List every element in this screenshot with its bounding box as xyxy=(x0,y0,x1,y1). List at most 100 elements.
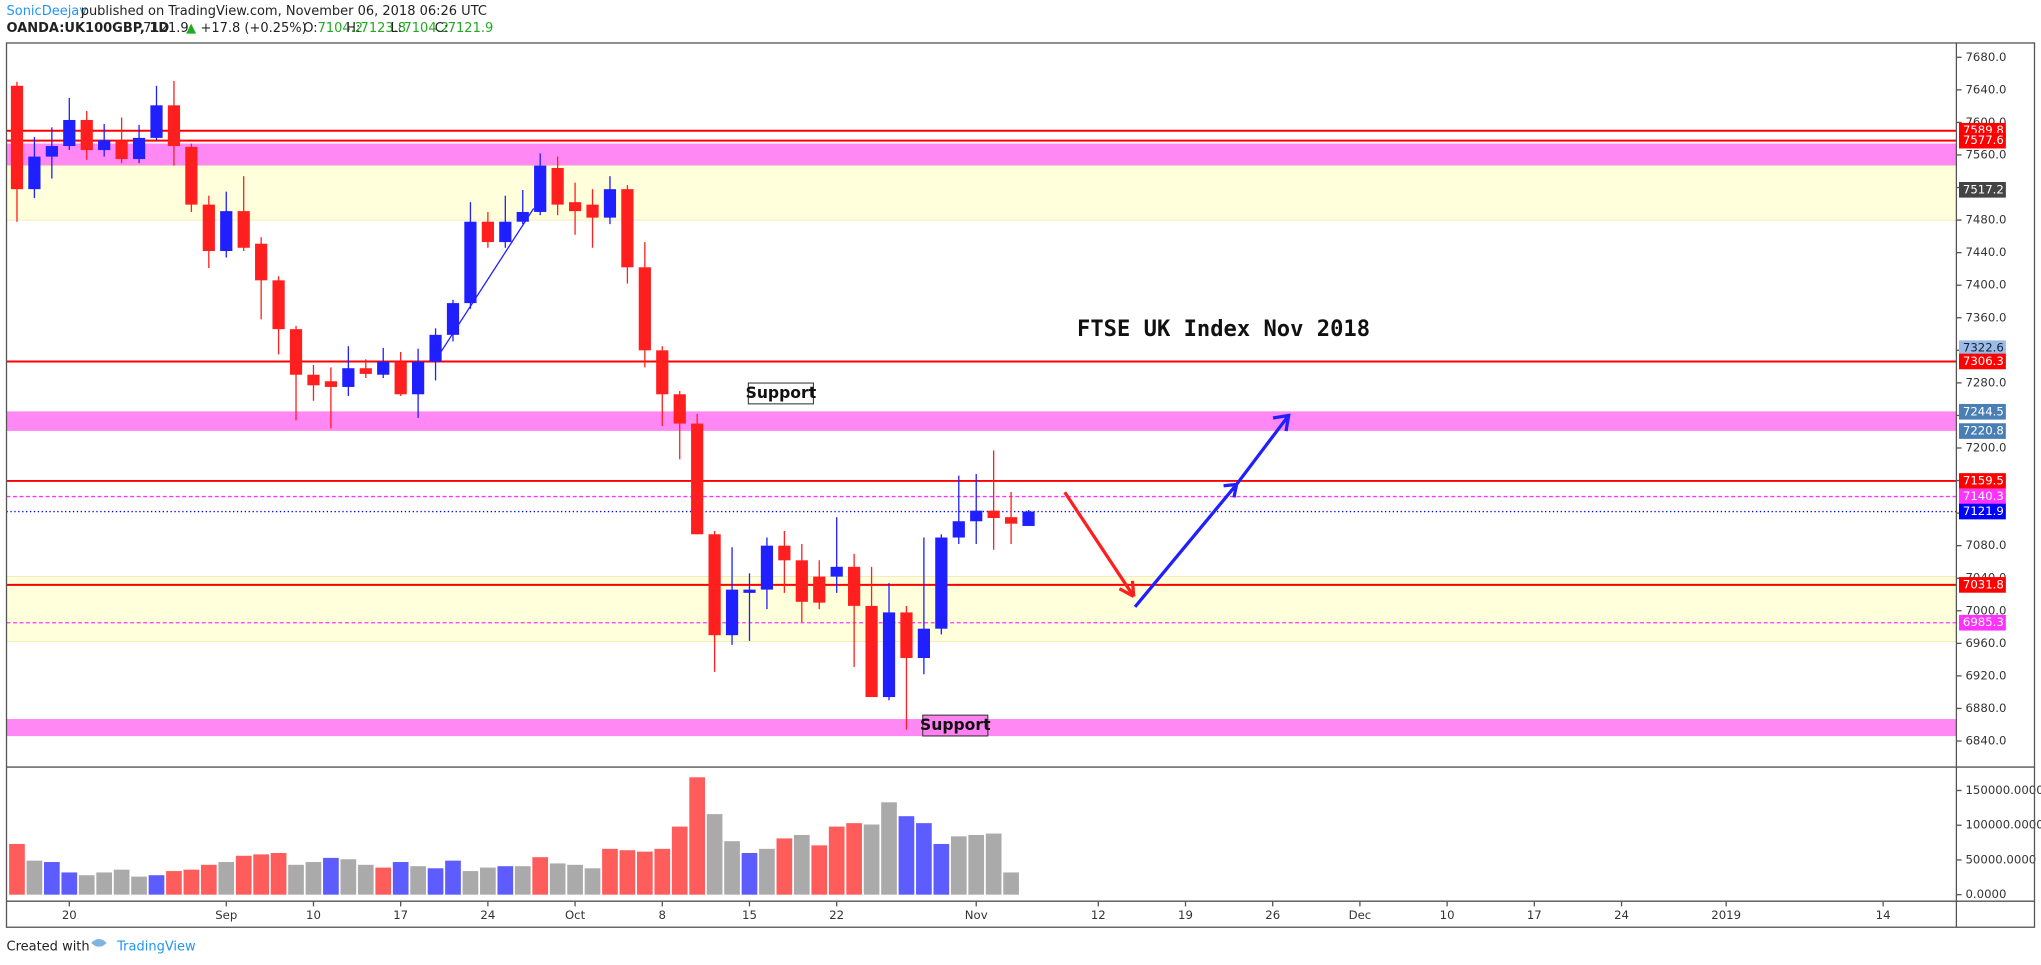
x-tick-label: 17 xyxy=(1527,908,1542,922)
price-label: 7517.2 xyxy=(1963,182,2004,196)
volume-bar xyxy=(166,871,182,895)
x-tick-label: 10 xyxy=(1440,908,1455,922)
x-tick-label: 24 xyxy=(1614,908,1629,922)
volume-bar xyxy=(741,853,758,895)
price-label: 7220.8 xyxy=(1963,424,2004,438)
y-tick-label: 7400.0 xyxy=(1966,278,2007,292)
volume-bar xyxy=(427,868,444,895)
candle-body xyxy=(63,119,76,147)
candle-body xyxy=(255,243,268,281)
candle-body xyxy=(115,140,128,160)
volume-bar xyxy=(619,850,636,895)
price-label-box xyxy=(1958,403,2006,420)
brand[interactable]: TradingView xyxy=(116,939,196,954)
candle-body xyxy=(882,612,896,698)
volume-bar xyxy=(532,857,549,895)
candle-body xyxy=(813,576,826,603)
candle-body xyxy=(446,303,460,335)
candle-body xyxy=(499,221,512,243)
x-tick-label: Dec xyxy=(1349,908,1372,922)
volume-bar xyxy=(357,864,374,895)
h-value: 7123.8 xyxy=(361,21,406,36)
x-tick-label: 26 xyxy=(1265,908,1280,922)
candle-body xyxy=(202,204,215,252)
volume-bar xyxy=(968,834,985,895)
price-label-box xyxy=(1958,132,2006,149)
volume-bar xyxy=(480,867,496,895)
candle-body xyxy=(656,350,669,395)
volume-bar xyxy=(323,857,339,895)
y-tick-label: 7680.0 xyxy=(1966,50,2007,64)
volume-bar xyxy=(392,862,409,895)
volume-bar xyxy=(654,848,671,895)
candle-body xyxy=(45,146,58,157)
candle-body xyxy=(987,510,1000,518)
author[interactable]: SonicDeejay xyxy=(7,4,88,19)
volume-bar xyxy=(950,836,967,895)
o-label: O: xyxy=(303,21,317,36)
volume-bar xyxy=(9,843,25,895)
candle-body xyxy=(673,394,686,424)
candle-body xyxy=(725,589,739,636)
candle-body xyxy=(394,361,407,395)
x-tick-label: 10 xyxy=(306,908,321,922)
candle-body xyxy=(586,204,599,218)
candle-body xyxy=(342,368,355,387)
volume-bar xyxy=(61,872,78,895)
volume-bar xyxy=(235,855,252,895)
candle-body xyxy=(464,221,477,304)
x-tick-label: 2019 xyxy=(1711,908,1741,922)
candle-body xyxy=(412,361,425,395)
price-label-box xyxy=(1958,614,2006,631)
volume-bar xyxy=(863,824,880,895)
volume-bar xyxy=(253,854,269,895)
volume-bar xyxy=(445,860,461,895)
candle-body xyxy=(324,381,338,387)
price-label: 7306.3 xyxy=(1963,354,2004,368)
volume-bar xyxy=(131,876,147,895)
volume-bar xyxy=(759,848,775,895)
x-tick-label: Oct xyxy=(565,908,586,922)
x-tick-label: 12 xyxy=(1091,908,1106,922)
volume-bar xyxy=(340,859,357,895)
price-label: 7121.9 xyxy=(1963,504,2004,518)
price-label-box xyxy=(1958,577,2006,593)
price-label-box xyxy=(1958,353,2006,370)
volume-bar xyxy=(497,866,514,895)
y-tick-label: 6920.0 xyxy=(1966,668,2007,682)
y-tick-label: 7560.0 xyxy=(1966,147,2007,161)
l-value: 7104.2 xyxy=(404,21,449,36)
candle-body xyxy=(132,137,146,160)
candle-body xyxy=(1022,511,1035,526)
h-label: H: xyxy=(346,21,360,36)
candle-body xyxy=(638,267,651,351)
price-label: 7244.5 xyxy=(1963,404,2004,418)
candle-body xyxy=(307,374,320,386)
volume-bar xyxy=(724,841,740,895)
volume-bar xyxy=(410,866,426,895)
last-price: 7121.9 xyxy=(143,21,188,36)
y-tick-label: 7080.0 xyxy=(1966,538,2007,552)
volume-bar xyxy=(375,867,392,895)
x-tick-label: 14 xyxy=(1876,908,1891,922)
candle-body xyxy=(80,119,93,151)
red-arrow xyxy=(1063,491,1136,598)
candle-body xyxy=(551,167,564,205)
price-label-box xyxy=(1958,473,2006,489)
volume-bar xyxy=(846,823,862,895)
candle-body xyxy=(481,221,494,243)
candle-body xyxy=(848,566,861,606)
candle-body xyxy=(795,560,808,602)
y-tick-label: 7360.0 xyxy=(1966,310,2007,324)
volume-bar xyxy=(200,864,217,895)
candle-body xyxy=(603,189,617,218)
frame xyxy=(5,42,2036,928)
l-label: L: xyxy=(390,21,402,36)
candle-body xyxy=(98,140,111,151)
price-label-box xyxy=(1958,423,2006,439)
candle-body xyxy=(900,612,913,658)
price-label-box xyxy=(1958,503,2006,520)
candle-body xyxy=(760,545,774,590)
candle-body xyxy=(272,280,285,330)
